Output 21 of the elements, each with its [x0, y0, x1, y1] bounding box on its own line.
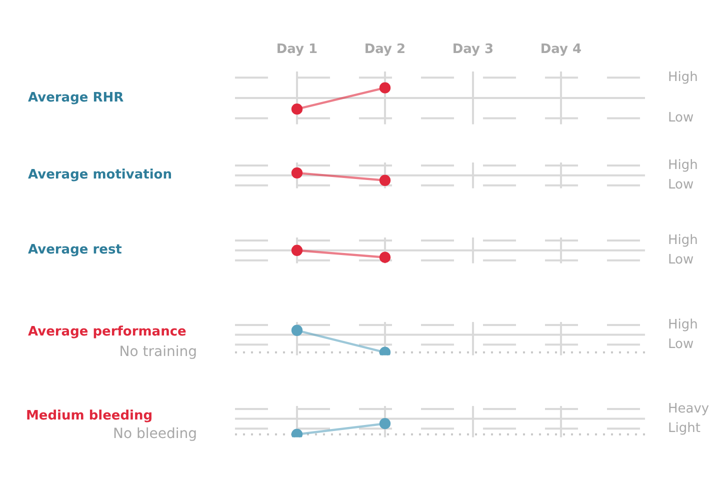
x-tick-label: Day 2 — [364, 42, 406, 58]
ref-line-label: Low — [668, 337, 694, 352]
y-axis-title: Medium bleeding — [26, 408, 153, 424]
ref-line-label: Low — [668, 252, 694, 268]
ref-line-label: Light — [668, 421, 700, 436]
ref-line-label: High — [668, 232, 698, 248]
y-axis-title: Average motivation — [28, 167, 172, 182]
x-tick-label: Day 3 — [452, 42, 494, 58]
ref-line-label: Low — [668, 110, 694, 126]
ref-line-label: High — [668, 318, 698, 333]
x-tick-label: Day 4 — [540, 42, 582, 58]
y-axis-title: Average performance — [28, 324, 186, 340]
y-axis-title: Average RHR — [28, 90, 124, 106]
ref-line-label: No bleeding — [112, 426, 197, 442]
x-tick-label: Day 1 — [276, 42, 318, 58]
ref-line-label: High — [668, 70, 698, 86]
ref-line-label: High — [668, 157, 698, 172]
ref-line-label: Low — [668, 177, 694, 192]
ref-line-label: Heavy — [668, 402, 710, 417]
y-axis-title: Average rest — [28, 242, 122, 258]
ref-line-label: No training — [119, 344, 197, 360]
